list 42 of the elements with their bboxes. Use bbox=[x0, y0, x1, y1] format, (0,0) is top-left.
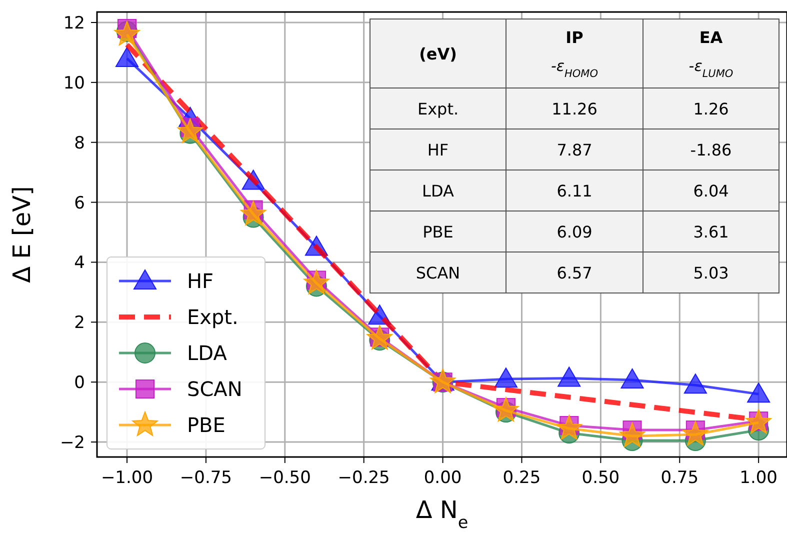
x-axis-title: Δ N$_{e}$ bbox=[416, 496, 468, 532]
y-tick-label: 6 bbox=[74, 193, 85, 214]
annotation: 11.26 bbox=[552, 100, 598, 118]
x-tick-label: 0.75 bbox=[660, 468, 699, 488]
x-tick-label: 1.00 bbox=[740, 468, 778, 488]
x-tick-label: 0.00 bbox=[424, 468, 462, 488]
annotation: 3.61 bbox=[693, 222, 729, 242]
y-tick-label: −2 bbox=[60, 433, 85, 454]
y-tick-label: 10 bbox=[63, 73, 85, 94]
y-tick-label: 0 bbox=[74, 373, 85, 394]
annotation: -1.86 bbox=[690, 140, 732, 160]
y-tick-label: 4 bbox=[74, 253, 85, 274]
x-tick-label: −0.75 bbox=[180, 468, 232, 488]
legend-label: HF bbox=[187, 269, 214, 293]
x-tick-label: 0.50 bbox=[582, 468, 620, 488]
annotation: PBE bbox=[422, 222, 454, 242]
annotation: 7.87 bbox=[556, 140, 592, 160]
annotation: EA -ε$_{LUMO}$ bbox=[688, 28, 734, 80]
y-tick-label: 12 bbox=[63, 13, 85, 34]
annotation: 6.11 bbox=[556, 182, 592, 200]
annotation: SCAN bbox=[416, 264, 460, 282]
x-tick-label: −0.50 bbox=[258, 468, 311, 488]
legend-label: LDA bbox=[187, 341, 228, 365]
annotation: IP -ε$_{HOMO}$ bbox=[550, 28, 598, 80]
x-tick-label: −0.25 bbox=[338, 468, 390, 488]
annotation: 6.09 bbox=[556, 222, 592, 242]
y-axis-title: Δ E [eV] bbox=[8, 186, 36, 283]
annotation: HF bbox=[427, 140, 449, 160]
legend-label: PBE bbox=[187, 413, 226, 437]
annotation: Expt. bbox=[417, 100, 459, 118]
annotation: LDA bbox=[422, 182, 454, 200]
legend-label: SCAN bbox=[187, 377, 242, 401]
annotation: 6.04 bbox=[693, 182, 729, 200]
annotation: (eV) bbox=[419, 44, 457, 64]
annotation: 1.26 bbox=[693, 100, 729, 118]
x-tick-label: −1.00 bbox=[100, 468, 154, 488]
annotation: 6.57 bbox=[556, 264, 592, 282]
y-tick-label: 8 bbox=[74, 133, 85, 154]
y-tick-label: 2 bbox=[74, 313, 85, 334]
x-tick-label: 0.25 bbox=[502, 468, 541, 488]
legend-label: Expt. bbox=[187, 305, 238, 329]
annotation: 5.03 bbox=[693, 264, 729, 282]
